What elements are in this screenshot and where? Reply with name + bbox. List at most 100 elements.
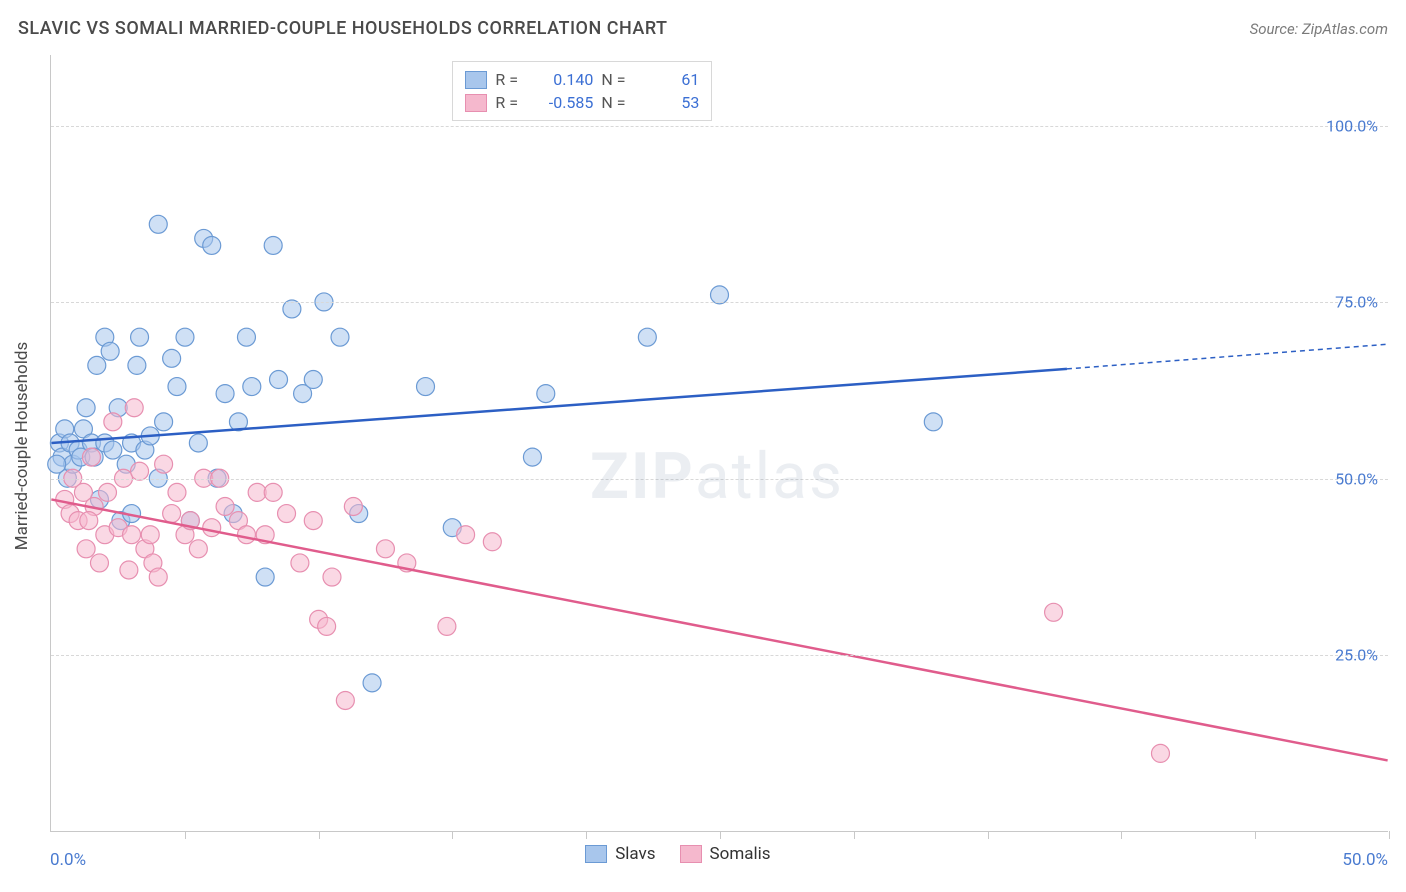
legend-swatch: [585, 845, 607, 863]
scatter-point: [237, 526, 255, 544]
x-tick: [720, 831, 721, 839]
scatter-point: [104, 413, 122, 431]
n-label: N =: [601, 93, 631, 112]
x-tick: [452, 831, 453, 839]
chart-container: SLAVIC VS SOMALI MARRIED-COUPLE HOUSEHOL…: [0, 0, 1406, 892]
scatter-point: [77, 399, 95, 417]
scatter-point: [155, 413, 173, 431]
scatter-point: [216, 498, 234, 516]
x-axis-max-label: 50.0%: [1342, 850, 1388, 870]
scatter-point: [101, 342, 119, 360]
trend-line: [51, 499, 1387, 760]
scatter-point: [123, 526, 141, 544]
scatter-point: [80, 512, 98, 530]
scatter-point: [1151, 744, 1169, 762]
x-tick: [319, 831, 320, 839]
scatter-point: [77, 540, 95, 558]
legend-bottom: Slavs Somalis: [585, 844, 770, 864]
scatter-point: [438, 617, 456, 635]
scatter-point: [176, 328, 194, 346]
scatter-point: [323, 568, 341, 586]
legend-swatch: [465, 71, 487, 89]
gridline-h: [51, 126, 1388, 127]
scatter-point: [82, 448, 100, 466]
scatter-point: [216, 385, 234, 403]
scatter-point: [98, 483, 116, 501]
y-tick-label: 100.0%: [1326, 116, 1378, 135]
scatter-point: [264, 483, 282, 501]
scatter-point: [90, 554, 108, 572]
scatter-point: [304, 512, 322, 530]
y-tick-label: 50.0%: [1335, 469, 1378, 488]
scatter-point: [304, 371, 322, 389]
x-tick: [1121, 831, 1122, 839]
scatter-point: [523, 448, 541, 466]
scatter-point: [270, 371, 288, 389]
y-tick-label: 25.0%: [1335, 646, 1378, 665]
scatter-point: [120, 561, 138, 579]
scatter-point: [168, 378, 186, 396]
scatter-point: [336, 692, 354, 710]
scatter-point: [638, 328, 656, 346]
n-label: N =: [601, 70, 631, 89]
legend-item: Somalis: [680, 844, 771, 864]
scatter-point: [149, 215, 167, 233]
scatter-point: [189, 434, 207, 452]
scatter-point: [457, 526, 475, 544]
r-label: R =: [495, 70, 525, 89]
scatter-point: [256, 568, 274, 586]
scatter-plot-svg: [51, 55, 1388, 831]
n-value: 61: [639, 70, 699, 89]
scatter-point: [278, 505, 296, 523]
legend-row: R = 0.140 N = 61: [465, 68, 699, 91]
gridline-h: [51, 479, 1388, 480]
y-tick-label: 75.0%: [1335, 293, 1378, 312]
gridline-h: [51, 302, 1388, 303]
scatter-point: [131, 462, 149, 480]
scatter-point: [203, 236, 221, 254]
scatter-point: [48, 455, 66, 473]
scatter-point: [168, 483, 186, 501]
gridline-h: [51, 655, 1388, 656]
legend-item: Slavs: [585, 844, 655, 864]
scatter-point: [711, 286, 729, 304]
legend-label: Somalis: [710, 844, 771, 864]
scatter-point: [344, 498, 362, 516]
scatter-point: [318, 617, 336, 635]
scatter-point: [331, 328, 349, 346]
scatter-point: [291, 554, 309, 572]
scatter-point: [189, 540, 207, 558]
scatter-point: [237, 328, 255, 346]
trend-line-dashed: [1067, 344, 1388, 369]
source-attribution: Source: ZipAtlas.com: [1250, 20, 1388, 38]
scatter-point: [163, 505, 181, 523]
scatter-point: [163, 349, 181, 367]
scatter-point: [924, 413, 942, 431]
scatter-point: [537, 385, 555, 403]
x-tick: [1389, 831, 1390, 839]
x-axis-min-label: 0.0%: [50, 850, 86, 870]
r-value: -0.585: [533, 93, 593, 112]
scatter-point: [363, 674, 381, 692]
scatter-point: [417, 378, 435, 396]
legend-swatch: [465, 94, 487, 112]
x-tick: [988, 831, 989, 839]
x-tick: [854, 831, 855, 839]
legend-row: R = -0.585 N = 53: [465, 91, 699, 114]
scatter-point: [264, 236, 282, 254]
scatter-point: [141, 526, 159, 544]
x-tick: [586, 831, 587, 839]
scatter-point: [155, 455, 173, 473]
scatter-point: [243, 378, 261, 396]
legend-label: Slavs: [615, 844, 655, 864]
scatter-point: [203, 519, 221, 537]
chart-title: SLAVIC VS SOMALI MARRIED-COUPLE HOUSEHOL…: [18, 18, 668, 39]
scatter-point: [131, 328, 149, 346]
scatter-point: [149, 568, 167, 586]
r-value: 0.140: [533, 70, 593, 89]
scatter-point: [483, 533, 501, 551]
n-value: 53: [639, 93, 699, 112]
scatter-point: [248, 483, 266, 501]
trend-line: [51, 369, 1067, 443]
scatter-point: [125, 399, 143, 417]
